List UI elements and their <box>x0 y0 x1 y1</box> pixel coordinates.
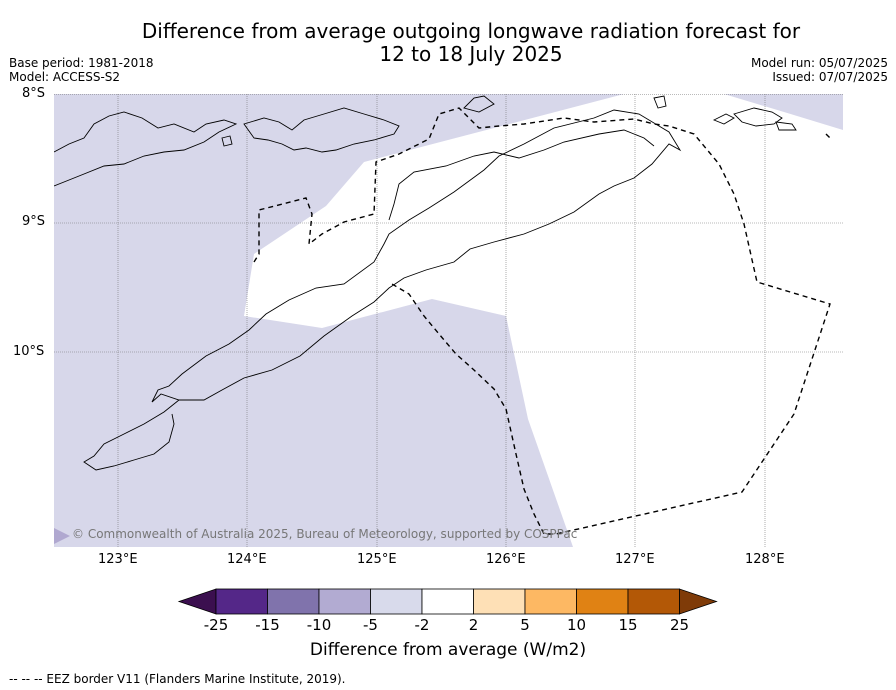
lon-label-128e: 128°E <box>745 552 785 567</box>
coastline-sumba <box>54 111 238 187</box>
colorbar-swatch <box>473 588 526 615</box>
colorbar-swatch <box>421 588 474 615</box>
colorbar-swatch <box>627 588 680 615</box>
coastline-islet-3 <box>653 95 667 109</box>
eez-border-east-tick <box>825 133 833 141</box>
colorbar-tick-label: -5 <box>363 616 378 634</box>
anomaly-shaded-region <box>54 94 624 547</box>
colorbar-ticks: -25 -15 -10 -5 -2 2 5 10 15 25 <box>204 616 689 634</box>
graticule <box>54 94 843 547</box>
lat-label-9s: 9°S <box>22 214 46 229</box>
forecast-map: © Commonwealth of Australia 2025, Bureau… <box>54 94 843 547</box>
lat-label-10s: 10°S <box>13 344 45 359</box>
coastline-roti <box>83 399 180 471</box>
coastline-islet-2 <box>775 121 797 131</box>
colorbar-swatch <box>370 588 423 615</box>
lon-label-123e: 123°E <box>98 552 138 567</box>
colorbar-tick-label: 25 <box>670 616 689 634</box>
colorbar-tick-label: -2 <box>415 616 430 634</box>
colorbar-tick-label: -10 <box>307 616 332 634</box>
coastlines <box>54 95 797 471</box>
issued-date: Issued: 07/07/2025 <box>772 70 888 84</box>
colorbar-swatch <box>267 588 320 615</box>
base-period: Base period: 1981-2018 <box>9 56 154 70</box>
colorbar: -25 -15 -10 -5 -2 2 5 10 15 25 <box>177 588 718 634</box>
coastline-flores <box>243 107 400 153</box>
lat-label-8s: 8°S <box>22 86 46 101</box>
lon-label-124e: 124°E <box>227 552 267 567</box>
lon-label-127e: 127°E <box>615 552 655 567</box>
title-line-1: Difference from average outgoing longwav… <box>141 19 801 43</box>
lon-label-126e: 126°E <box>486 552 526 567</box>
coastline-islet-1 <box>712 113 735 125</box>
bom-logo-triangle <box>54 528 70 544</box>
colorbar-swatch <box>524 588 577 615</box>
anomaly-shaded-region-east <box>724 94 843 130</box>
coastline-islet-4 <box>221 135 233 147</box>
colorbar-tick-label: -15 <box>255 616 280 634</box>
colorbar-tick-label: 5 <box>520 616 530 634</box>
model-run: Model run: 05/07/2025 <box>750 56 888 70</box>
map-copyright: © Commonwealth of Australia 2025, Bureau… <box>72 527 577 541</box>
coastline-timor <box>151 109 682 403</box>
model-name: Model: ACCESS-S2 <box>9 70 121 84</box>
colorbar-tick-label: 10 <box>567 616 586 634</box>
colorbar-tick-label: -25 <box>204 616 229 634</box>
colorbar-tick-label: 15 <box>618 616 637 634</box>
colorbar-arrow-max <box>679 588 718 615</box>
colorbar-label: Difference from average (W/m2) <box>309 640 587 660</box>
eez-legend-note: -- -- -- EEZ border V11 (Flanders Marine… <box>9 672 346 686</box>
colorbar-swatch <box>215 588 268 615</box>
colorbar-swatch <box>576 588 629 615</box>
colorbar-swatch <box>318 588 371 615</box>
colorbar-swatches <box>177 588 718 615</box>
title-line-2: 12 to 18 July 2025 <box>379 42 563 66</box>
eez-border <box>253 107 831 535</box>
lon-label-125e: 125°E <box>357 552 397 567</box>
coastline-wetar <box>733 107 783 127</box>
colorbar-tick-label: 2 <box>469 616 479 634</box>
coastline-alor <box>463 95 495 113</box>
colorbar-arrow-min <box>177 588 217 615</box>
page-title: Difference from average outgoing longwav… <box>60 20 882 66</box>
coastline-timor-north <box>388 129 655 221</box>
